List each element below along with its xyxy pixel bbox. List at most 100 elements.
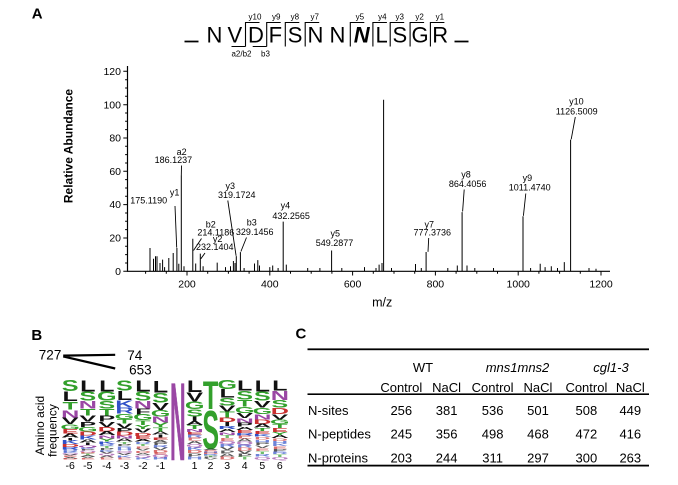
svg-text:H: H bbox=[272, 440, 288, 444]
svg-text:L: L bbox=[220, 388, 235, 401]
svg-text:501: 501 bbox=[527, 403, 549, 418]
svg-text:2: 2 bbox=[208, 460, 214, 472]
svg-text:A: A bbox=[218, 429, 236, 434]
svg-text:A: A bbox=[237, 438, 254, 443]
svg-text:WT: WT bbox=[413, 360, 433, 375]
svg-text:N: N bbox=[236, 417, 254, 424]
svg-text:K: K bbox=[61, 439, 79, 445]
svg-text:Q: Q bbox=[152, 454, 169, 458]
svg-text:186.1237: 186.1237 bbox=[155, 155, 193, 165]
svg-text:D: D bbox=[187, 449, 203, 454]
svg-text:S: S bbox=[271, 398, 288, 410]
svg-text:N: N bbox=[170, 361, 185, 483]
svg-text:N: N bbox=[151, 415, 169, 424]
svg-text:V: V bbox=[99, 452, 114, 455]
svg-text:S: S bbox=[393, 23, 408, 48]
svg-text:y3: y3 bbox=[225, 181, 235, 191]
svg-text:P: P bbox=[117, 444, 132, 447]
svg-text:60: 60 bbox=[109, 166, 121, 178]
svg-text:864.4056: 864.4056 bbox=[449, 179, 487, 189]
svg-text:R: R bbox=[116, 446, 133, 449]
svg-text:N: N bbox=[307, 23, 323, 48]
svg-text:L: L bbox=[255, 378, 271, 395]
svg-text:H: H bbox=[254, 439, 270, 443]
svg-text:cgl1-3: cgl1-3 bbox=[593, 360, 629, 375]
svg-text:T: T bbox=[136, 444, 150, 447]
svg-text:L: L bbox=[272, 378, 287, 394]
svg-text:Y: Y bbox=[271, 431, 288, 436]
svg-text:T: T bbox=[117, 418, 133, 425]
svg-text:D: D bbox=[237, 447, 253, 452]
svg-text:Y: Y bbox=[134, 424, 151, 431]
svg-text:L: L bbox=[187, 377, 202, 395]
svg-text:N: N bbox=[253, 412, 271, 420]
svg-text:R: R bbox=[218, 425, 236, 430]
svg-text:K: K bbox=[98, 441, 116, 445]
svg-text:R: R bbox=[62, 451, 79, 453]
svg-text:R: R bbox=[272, 451, 289, 455]
svg-text:549.2877: 549.2877 bbox=[316, 238, 354, 248]
svg-text:K: K bbox=[187, 446, 204, 451]
svg-text:K: K bbox=[272, 443, 289, 447]
svg-text:P: P bbox=[237, 453, 252, 458]
svg-text:727: 727 bbox=[39, 348, 62, 363]
svg-text:K: K bbox=[115, 399, 133, 410]
svg-text:S: S bbox=[202, 400, 219, 460]
svg-text:E: E bbox=[254, 430, 271, 435]
svg-text:A: A bbox=[219, 453, 236, 458]
svg-text:y3: y3 bbox=[395, 13, 404, 22]
svg-text:A: A bbox=[62, 457, 79, 459]
svg-text:P: P bbox=[220, 450, 235, 455]
svg-text:H: H bbox=[116, 448, 132, 451]
svg-text:Q: Q bbox=[254, 456, 271, 460]
svg-text:297: 297 bbox=[527, 451, 549, 466]
svg-text:E: E bbox=[255, 447, 270, 451]
svg-text:D: D bbox=[98, 426, 116, 433]
svg-text:L: L bbox=[135, 378, 151, 395]
svg-text:Q: Q bbox=[271, 456, 288, 460]
svg-text:y7: y7 bbox=[425, 219, 435, 229]
svg-text:V: V bbox=[98, 420, 116, 428]
svg-text:V: V bbox=[153, 447, 168, 451]
svg-text:N: N bbox=[115, 435, 133, 440]
svg-text:H: H bbox=[152, 457, 168, 461]
svg-text:Q: Q bbox=[98, 453, 115, 456]
svg-text:P: P bbox=[236, 422, 253, 428]
svg-text:N: N bbox=[185, 428, 203, 433]
svg-text:S: S bbox=[79, 390, 96, 404]
svg-text:V: V bbox=[116, 422, 134, 429]
svg-text:NaCl: NaCl bbox=[524, 380, 553, 395]
svg-text:R: R bbox=[135, 441, 152, 444]
svg-text:D: D bbox=[218, 416, 236, 423]
svg-text:E: E bbox=[135, 446, 150, 449]
svg-text:T: T bbox=[272, 423, 287, 430]
svg-text:T: T bbox=[135, 419, 151, 426]
svg-text:L: L bbox=[375, 23, 387, 48]
svg-text:D: D bbox=[79, 430, 97, 437]
svg-text:600: 600 bbox=[344, 279, 362, 291]
svg-text:N: N bbox=[134, 399, 152, 411]
svg-text:D: D bbox=[134, 432, 152, 437]
svg-text:P: P bbox=[99, 448, 114, 451]
svg-text:T: T bbox=[255, 450, 269, 454]
svg-text:E: E bbox=[237, 435, 252, 440]
svg-text:G: G bbox=[270, 418, 290, 425]
svg-text:A: A bbox=[253, 423, 271, 429]
svg-text:R: R bbox=[236, 432, 254, 436]
svg-text:A: A bbox=[99, 455, 116, 458]
svg-text:m/z: m/z bbox=[372, 296, 392, 310]
svg-text:400: 400 bbox=[261, 279, 279, 291]
svg-text:N: N bbox=[218, 432, 236, 436]
svg-text:K: K bbox=[79, 435, 97, 441]
svg-text:G: G bbox=[235, 405, 255, 415]
svg-text:T: T bbox=[238, 456, 252, 461]
svg-text:Q: Q bbox=[134, 455, 151, 458]
svg-text:R: R bbox=[152, 445, 169, 449]
svg-text:L: L bbox=[80, 378, 96, 395]
svg-text:G: G bbox=[78, 426, 98, 433]
svg-text:Q: Q bbox=[78, 445, 98, 448]
svg-text:T: T bbox=[81, 453, 95, 455]
svg-text:468: 468 bbox=[527, 427, 549, 442]
svg-text:D: D bbox=[61, 443, 79, 448]
svg-text:P: P bbox=[116, 427, 133, 433]
